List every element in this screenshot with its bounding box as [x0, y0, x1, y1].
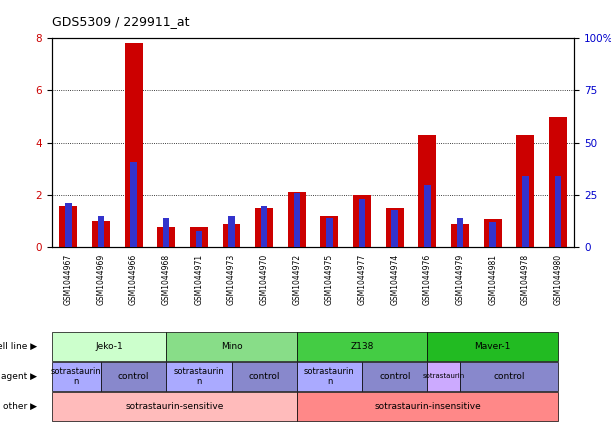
Bar [130, 162, 137, 247]
Bar [424, 185, 431, 247]
Text: sotrastaurin
n: sotrastaurin n [304, 367, 355, 386]
Bar [196, 231, 202, 247]
Bar [386, 208, 404, 247]
Bar [353, 195, 371, 247]
Bar [157, 227, 175, 247]
Bar [451, 224, 469, 247]
Bar [65, 203, 71, 247]
Bar [522, 176, 529, 247]
Bar [549, 117, 567, 247]
Text: Jeko-1: Jeko-1 [95, 342, 123, 351]
Bar [255, 208, 273, 247]
Text: other ▶: other ▶ [2, 402, 37, 411]
Bar [125, 43, 142, 247]
Bar [489, 222, 496, 247]
Bar [419, 135, 436, 247]
Text: sotrastaurin
n: sotrastaurin n [51, 367, 102, 386]
Text: Mino: Mino [221, 342, 243, 351]
Bar [92, 221, 110, 247]
Bar [555, 176, 562, 247]
Bar [392, 210, 398, 247]
Text: sotrastaurin
n: sotrastaurin n [174, 367, 224, 386]
Bar [222, 224, 241, 247]
Bar [484, 219, 502, 247]
Bar [516, 135, 535, 247]
Bar [59, 206, 77, 247]
Text: control: control [379, 372, 411, 381]
Bar [190, 227, 208, 247]
Text: agent ▶: agent ▶ [1, 372, 37, 381]
Text: sotrastaurin-sensitive: sotrastaurin-sensitive [125, 402, 224, 411]
Bar [457, 218, 463, 247]
Bar [229, 216, 235, 247]
Text: GDS5309 / 229911_at: GDS5309 / 229911_at [52, 15, 189, 28]
Bar [293, 193, 300, 247]
Text: Z138: Z138 [351, 342, 374, 351]
Bar [288, 192, 306, 247]
Bar [163, 218, 169, 247]
Bar [321, 216, 338, 247]
Bar [261, 206, 268, 247]
Text: Maver-1: Maver-1 [475, 342, 511, 351]
Text: cell line ▶: cell line ▶ [0, 342, 37, 351]
Text: sotrastaurin: sotrastaurin [423, 374, 465, 379]
Text: control: control [493, 372, 525, 381]
Text: control: control [249, 372, 280, 381]
Text: sotrastaurin-insensitive: sotrastaurin-insensitive [374, 402, 481, 411]
Bar [98, 216, 104, 247]
Text: control: control [118, 372, 149, 381]
Bar [359, 199, 365, 247]
Bar [326, 218, 333, 247]
